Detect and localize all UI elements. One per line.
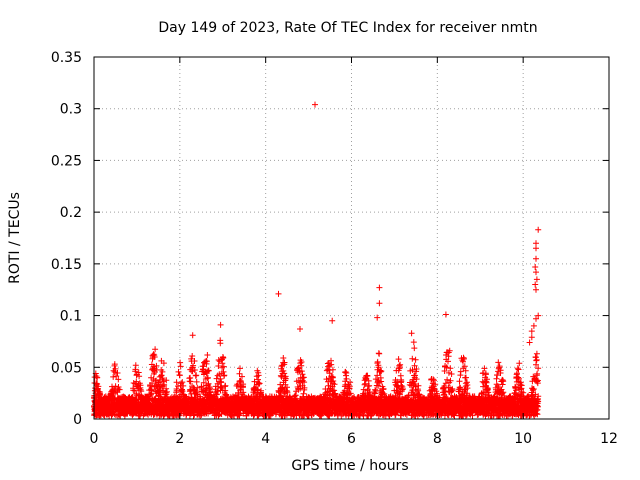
data-point [97, 392, 104, 399]
data-point [136, 373, 143, 380]
data-point [159, 368, 166, 375]
data-point [151, 354, 158, 360]
data-point [147, 386, 154, 393]
data-point [163, 385, 170, 392]
data-point [163, 377, 170, 384]
data-point [149, 380, 155, 387]
data-point [155, 379, 162, 386]
data-point [115, 376, 122, 383]
data-point [94, 374, 101, 381]
data-point [148, 387, 155, 394]
data-point [160, 360, 167, 367]
data-point [130, 380, 137, 386]
data-point [116, 386, 123, 393]
data-point [164, 388, 170, 395]
grid [94, 57, 609, 419]
data-point [110, 373, 117, 380]
data-point [161, 382, 168, 388]
data-point [152, 346, 159, 353]
data-points [91, 101, 542, 419]
data-point [114, 370, 121, 376]
data-point [137, 386, 144, 393]
data-point [95, 383, 102, 390]
data-point [111, 369, 118, 375]
data-point [113, 373, 120, 380]
data-point [112, 365, 119, 372]
data-point [112, 383, 119, 390]
data-point [150, 351, 157, 358]
data-point [138, 388, 145, 395]
data-point [115, 384, 122, 390]
data-point [111, 361, 118, 368]
data-point [158, 372, 165, 379]
data-point [132, 362, 139, 369]
data-point [131, 387, 138, 394]
